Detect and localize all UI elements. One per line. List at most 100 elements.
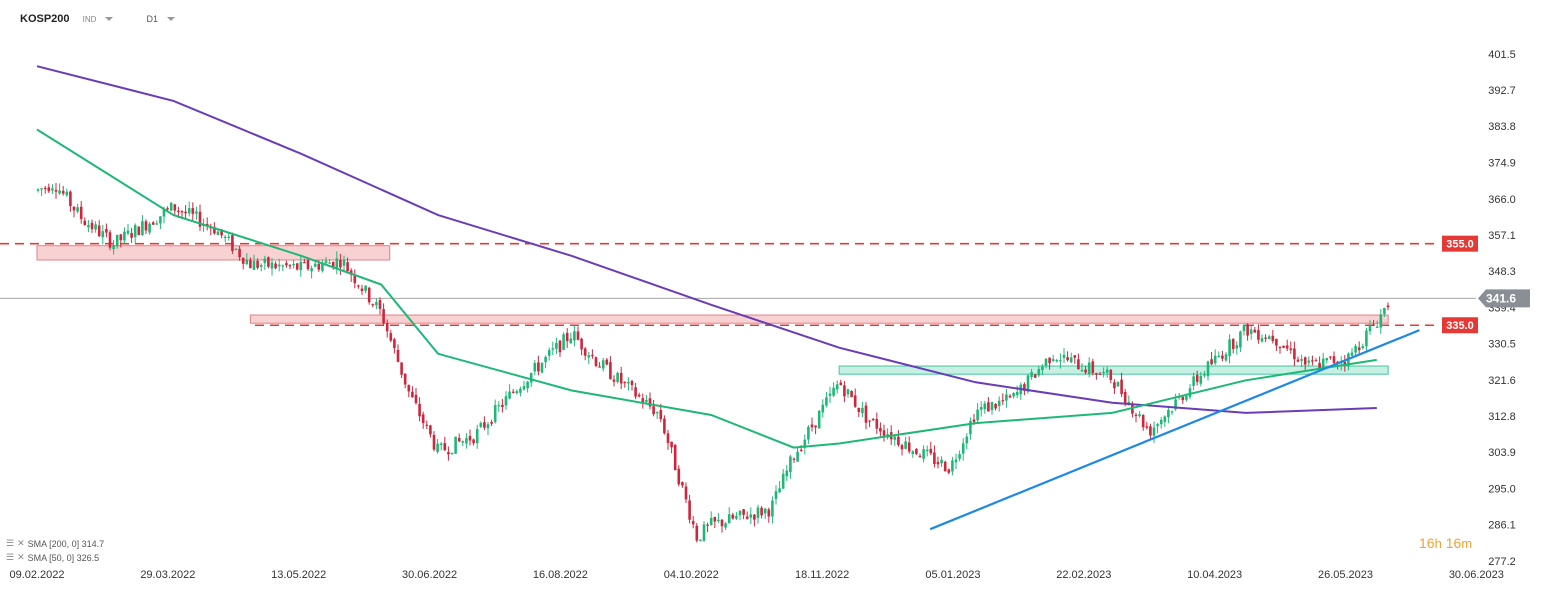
instrument-type: IND <box>82 15 97 24</box>
close-icon[interactable]: ✕ <box>17 538 25 548</box>
candle-body <box>1282 345 1285 348</box>
candle-body <box>137 226 141 236</box>
candle-body <box>979 407 983 410</box>
interval-selector[interactable]: D1 <box>146 14 159 24</box>
candle-body <box>760 507 763 516</box>
indicator-legend-sma50[interactable]: ☰ ✕ SMA [50, 0] 326.5 <box>6 552 99 563</box>
candle-body <box>501 404 504 408</box>
candle-body <box>997 400 1001 407</box>
candle-body <box>54 189 58 192</box>
candle-body <box>335 258 339 268</box>
candle-body <box>850 391 853 397</box>
y-tick-label: 312.8 <box>1488 411 1516 423</box>
candle-body <box>393 339 396 349</box>
candle-body <box>472 439 475 444</box>
candle-body <box>976 409 979 421</box>
candle-body <box>425 424 429 426</box>
y-tick-label: 330.5 <box>1488 339 1516 351</box>
candle-body <box>961 443 965 454</box>
chevron-down-icon[interactable] <box>167 17 176 22</box>
candle-body <box>803 439 807 448</box>
candle-body <box>1235 345 1239 349</box>
countdown-minutes-unit: m <box>1461 536 1473 551</box>
candle-body <box>583 348 587 356</box>
x-tick-label: 18.11.2022 <box>795 569 849 581</box>
candle-body <box>1325 358 1329 361</box>
candle-body <box>738 510 742 516</box>
candle-body <box>562 334 565 350</box>
candle-body <box>1264 337 1267 339</box>
candle-body <box>270 262 274 269</box>
candle-body <box>1242 325 1246 332</box>
candle-body <box>857 407 861 413</box>
candle-body <box>915 448 918 454</box>
indicator-legend-sma200[interactable]: ☰ ✕ SMA [200, 0] 314.7 <box>6 538 104 549</box>
chevron-down-icon[interactable] <box>105 17 114 22</box>
candle-body <box>522 386 526 390</box>
candle-body <box>223 236 227 238</box>
candle-body <box>969 421 972 435</box>
candle-body <box>825 397 828 406</box>
candle-body <box>515 391 519 394</box>
symbol-name[interactable]: KOSP200 <box>20 13 70 25</box>
last-price-label: 341.6 <box>1486 291 1516 305</box>
candle-body <box>882 430 886 436</box>
candle-body <box>1001 400 1005 402</box>
candle-body <box>911 451 915 454</box>
candle-body <box>432 434 436 450</box>
candle-body <box>443 443 447 451</box>
candle-body <box>1257 330 1260 340</box>
candle-body <box>810 424 814 428</box>
candle-body <box>972 419 976 422</box>
candle-body <box>1303 357 1307 365</box>
candle-body <box>1170 411 1174 413</box>
x-tick-label: 29.03.2022 <box>140 569 195 581</box>
sma50-line <box>36 128 1377 449</box>
candle-body <box>339 260 342 268</box>
candle-body <box>1192 376 1195 386</box>
candle-body <box>907 442 911 452</box>
candle-body <box>259 265 263 267</box>
candle-body <box>663 418 666 434</box>
candle-body <box>1023 384 1026 391</box>
candle-body <box>1152 427 1156 436</box>
candle-body <box>1055 359 1059 362</box>
candle-body <box>220 229 223 236</box>
candle-body <box>263 258 267 264</box>
candle-body <box>1044 358 1048 366</box>
candle-body <box>1343 361 1347 365</box>
candle-body <box>216 231 220 235</box>
candle-body <box>256 260 259 268</box>
candle-body <box>1221 355 1224 359</box>
close-icon[interactable]: ✕ <box>17 552 25 562</box>
candle-body <box>385 322 389 332</box>
candle-body <box>573 331 576 341</box>
candle-body <box>594 357 598 366</box>
menu-icon[interactable]: ☰ <box>6 552 15 562</box>
menu-icon[interactable]: ☰ <box>6 538 15 548</box>
level-label-box <box>1442 317 1478 334</box>
candle-body <box>79 206 83 219</box>
candle-body <box>112 245 115 250</box>
candle-body <box>853 395 857 407</box>
candle-body <box>785 470 789 477</box>
candle-body <box>429 425 432 435</box>
candle-body <box>169 202 173 211</box>
candle-body <box>313 263 317 267</box>
candle-body <box>1318 362 1321 369</box>
candle-body <box>378 300 382 309</box>
candle-body <box>933 452 936 465</box>
candle-body <box>637 394 641 397</box>
candle-body <box>123 231 126 241</box>
candle-body <box>1069 357 1073 363</box>
candle-body <box>1048 357 1051 364</box>
candle-body <box>799 449 803 452</box>
candle-body <box>97 225 101 237</box>
candle-body <box>1271 335 1275 341</box>
candle-body <box>1311 360 1314 362</box>
candle-body <box>821 404 825 413</box>
candle-body <box>630 381 634 385</box>
candle-body <box>1267 336 1271 340</box>
candle-body <box>353 274 357 284</box>
